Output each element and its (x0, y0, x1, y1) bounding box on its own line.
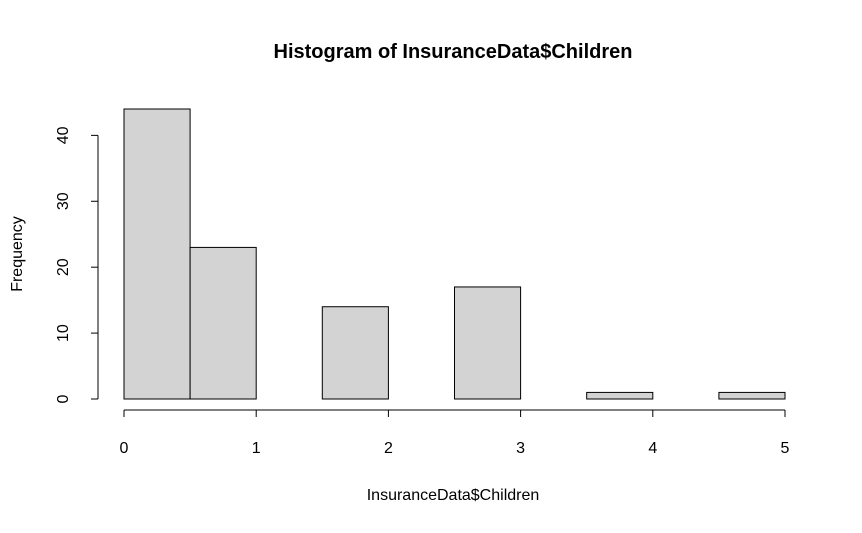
y-tick-label: 0 (55, 394, 72, 403)
histogram-bar (718, 391, 786, 400)
y-tick-label: 40 (55, 126, 72, 144)
bars-group (123, 108, 786, 400)
x-tick-label: 5 (781, 440, 790, 457)
histogram-bar (321, 306, 389, 400)
y-tick-label: 20 (55, 258, 72, 276)
y-tick-label: 30 (55, 192, 72, 210)
x-axis: 0 1 2 3 4 5 (120, 409, 790, 457)
y-axis: 0 10 20 30 40 (55, 126, 99, 403)
x-tick-label: 4 (648, 440, 657, 457)
histogram-bar (454, 286, 522, 400)
y-tick-label: 10 (55, 324, 72, 342)
x-tick-label: 0 (120, 440, 129, 457)
x-tick-label: 3 (516, 440, 525, 457)
y-axis-title: Frequency (9, 216, 26, 292)
x-axis-title: InsuranceData$Children (367, 487, 540, 504)
histogram-bar (189, 246, 257, 400)
histogram-bar (123, 108, 191, 400)
x-tick-label: 2 (384, 440, 393, 457)
histogram-bar (586, 391, 654, 400)
chart-title: Histogram of InsuranceData$Children (274, 41, 633, 63)
x-tick-label: 1 (252, 440, 261, 457)
